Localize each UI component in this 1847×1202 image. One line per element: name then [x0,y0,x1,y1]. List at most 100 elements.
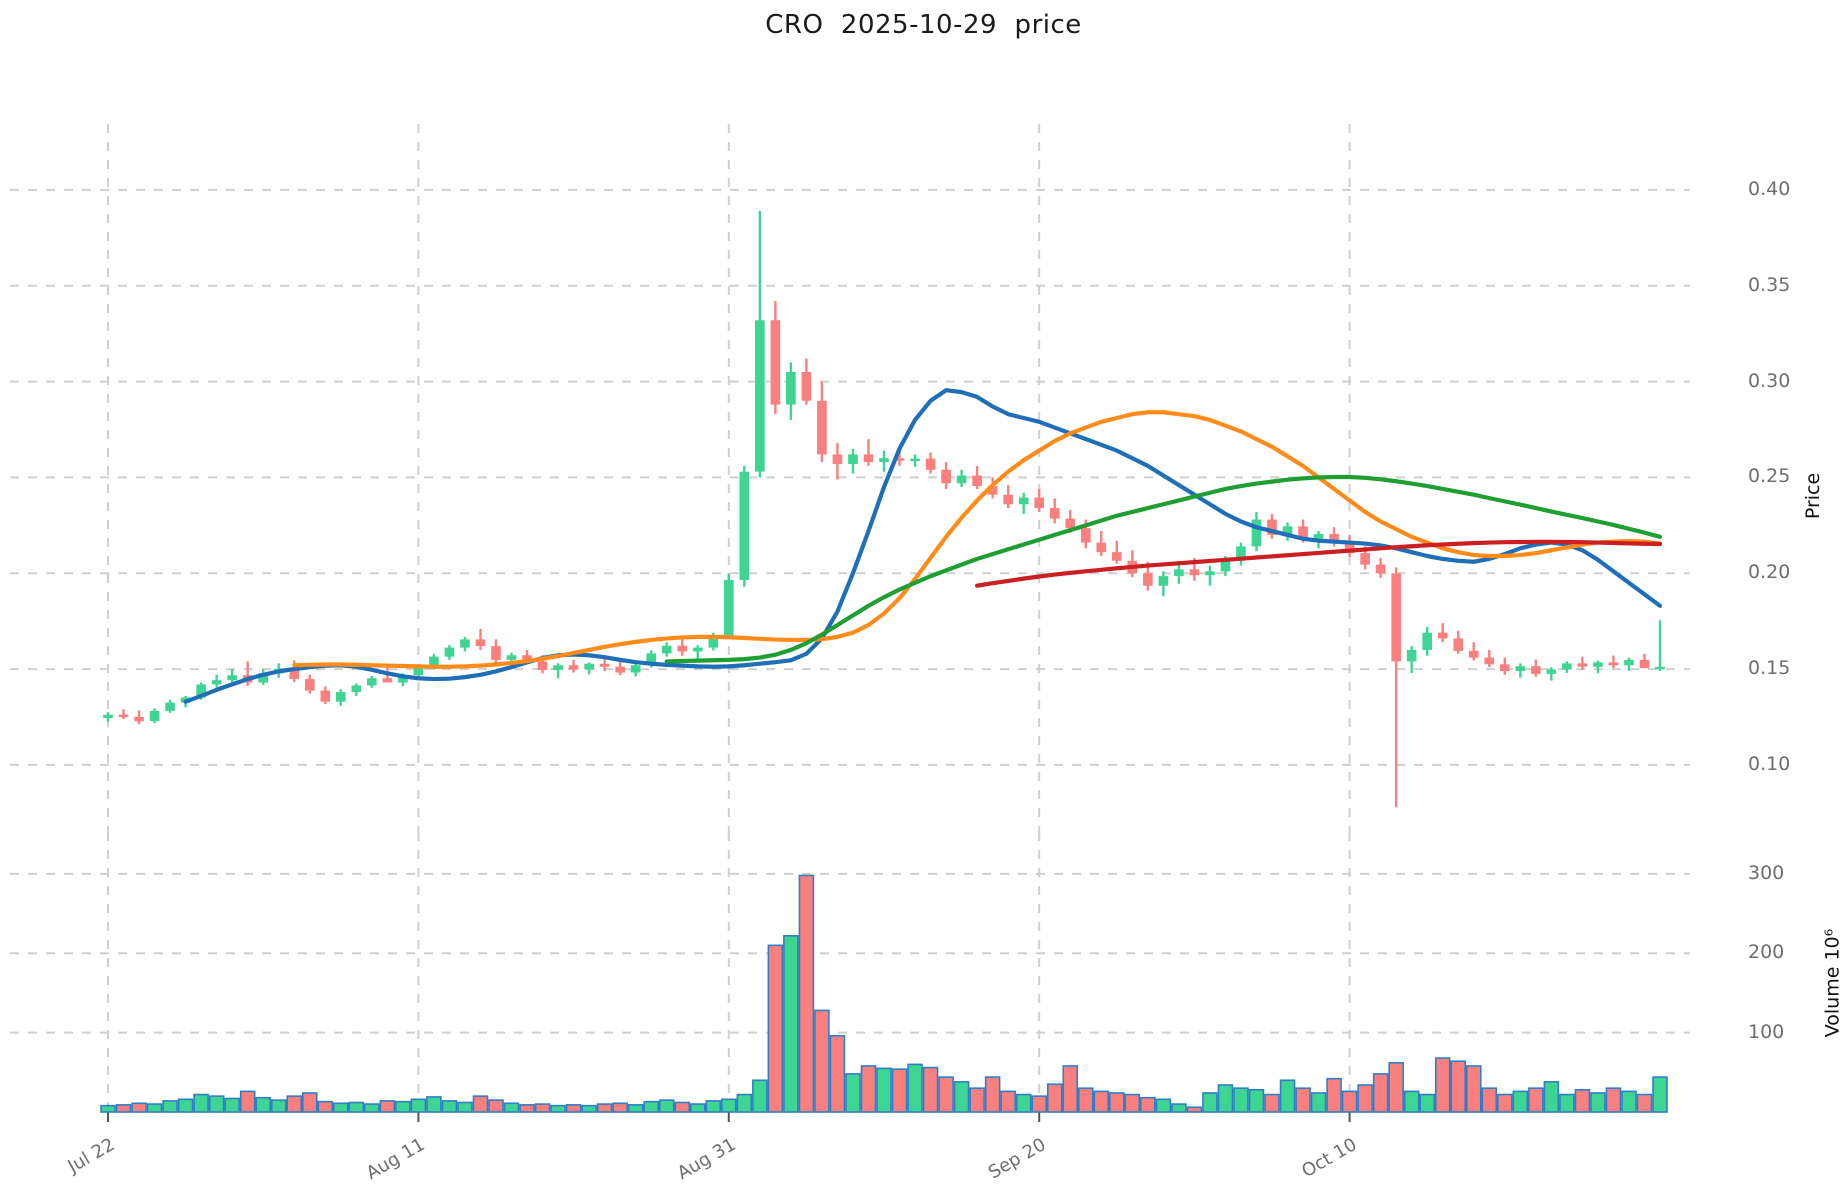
candle-body [335,692,346,702]
volume-bar [426,1096,442,1113]
candle-body [1437,632,1448,639]
volume-bar [1140,1096,1156,1113]
volume-bar [255,1096,271,1113]
candle-body [1655,666,1665,670]
candle-body [320,690,331,702]
volume-bar [1434,1057,1451,1113]
volume-bar [1264,1093,1280,1113]
volume-bar [860,1065,877,1113]
candle-body [1608,662,1619,666]
ma-line-ma_fast [183,388,1663,704]
candle-body [1034,497,1045,509]
candle-body [475,639,486,647]
candle-body [258,673,269,683]
candle-body [692,647,703,652]
volume-bar [1031,1095,1047,1113]
volume-bar [798,874,815,1113]
candle-body [661,645,672,654]
candle-body [1205,571,1215,576]
candle-body [1639,659,1650,669]
ma-line-ma_slowest [975,539,1663,588]
price-tick-label: 0.25 [1748,465,1791,488]
volume-bar [1465,1065,1482,1113]
candle-body [211,680,222,685]
volume-bar [348,1101,365,1113]
volume-bar [783,935,799,1113]
volume-bar [1388,1061,1404,1113]
volume-bar [1512,1090,1529,1113]
chart-title: CRO 2025-10-29 price [765,10,1082,40]
candle-body [165,702,175,711]
volume-bar [1481,1087,1498,1113]
grid-lines [10,124,1690,1122]
volume-bar [177,1098,194,1113]
volume-bar [1605,1087,1622,1113]
volume-bar [1155,1098,1172,1113]
volume-bar [1124,1093,1141,1113]
candle-body [1624,659,1634,666]
volume-bar [1559,1093,1575,1113]
candle-body [522,655,532,662]
volume-bar [1403,1090,1420,1113]
candle-body [382,678,393,683]
candle-body [786,372,796,405]
volume-tick-label: 100 [1748,1020,1785,1043]
volume-bar [565,1104,582,1113]
candle-body [1546,669,1557,674]
candle-body [630,665,641,673]
price-tick-label: 0.30 [1748,369,1791,392]
candle-body [1360,553,1370,565]
candle-body [941,469,951,484]
candle-body [1220,560,1231,572]
volume-bar [721,1098,737,1113]
volume-bar [736,1093,753,1113]
price-tick-label: 0.40 [1748,177,1791,200]
volume-bar [1621,1090,1637,1113]
candle-body [599,663,610,667]
volume-bar [1590,1092,1606,1113]
volume-bar [488,1099,504,1113]
volume-bar [1202,1092,1218,1113]
volume-bar [1295,1087,1311,1113]
candle-body [1499,664,1510,671]
volume-bar [1015,1093,1032,1113]
volume-bar [1341,1090,1358,1113]
volume-bar [301,1092,318,1113]
volume-bar [689,1103,706,1113]
candle-body [304,679,315,691]
candle-body [723,579,734,636]
candle-body [677,645,688,652]
volume-bar [845,1073,861,1113]
candle-body [413,666,424,676]
volume-bar [1636,1093,1653,1113]
moving-average-lines [183,388,1663,704]
volume-bar [1574,1088,1591,1113]
volume-bar [1186,1106,1203,1113]
volume-bar [208,1095,225,1113]
candle-body [460,639,470,648]
volume-bar [1372,1073,1389,1113]
volume-bar [239,1090,256,1113]
volume-bar [224,1097,240,1113]
volume-bar [550,1104,566,1113]
volume-bar [1062,1065,1079,1113]
volume-bar [1093,1090,1110,1113]
candle-body [1515,666,1526,671]
candle-body [1003,494,1013,505]
candle-body [118,714,129,718]
candle-body [879,458,889,463]
candle-body [196,684,206,698]
volume-bar [534,1103,551,1113]
candle-body [1422,632,1433,650]
candle-body [863,454,874,463]
volume-bar [829,1035,846,1113]
volume-bar [581,1104,597,1113]
candle-body [770,320,781,405]
candle-body [1080,528,1091,543]
candle-body [832,454,843,464]
volume-bar [270,1099,287,1113]
volume-bar [612,1102,628,1113]
candle-body [1018,497,1029,505]
volume-bar [969,1087,985,1113]
